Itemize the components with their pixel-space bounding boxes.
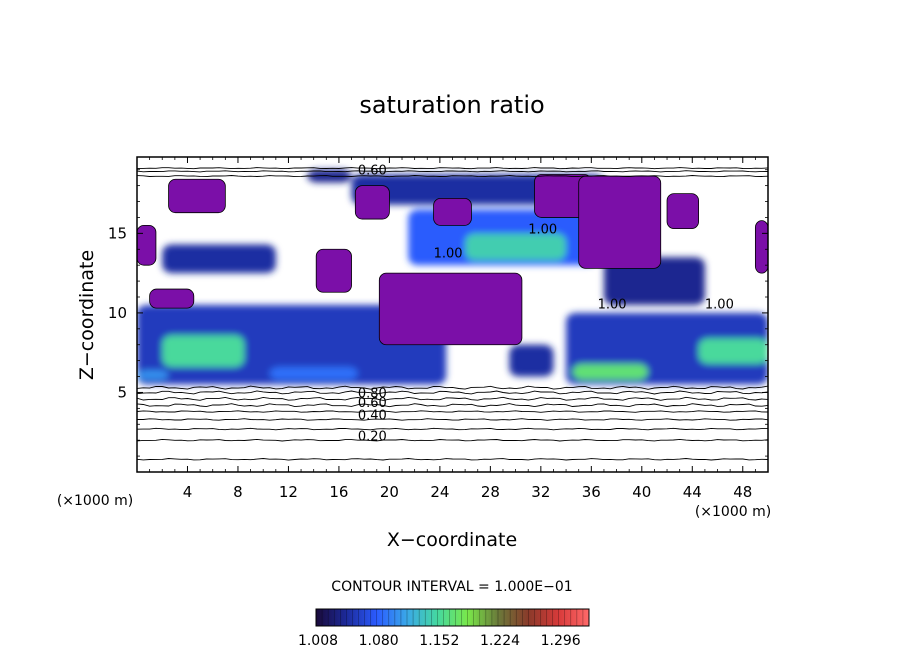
x-unit-label: (×1000 m) <box>695 504 771 520</box>
saturated-region <box>578 175 662 269</box>
contour-line <box>137 170 768 173</box>
saturated-region <box>137 225 157 266</box>
x-tick-label: 20 <box>380 483 399 501</box>
saturated-region <box>666 193 699 229</box>
saturation-patch <box>603 257 705 305</box>
contour-label: 1.00 <box>598 297 627 312</box>
saturation-patch <box>137 370 169 380</box>
contour-label: 0.20 <box>358 429 387 444</box>
saturation-patch <box>162 244 276 274</box>
contour-line <box>137 167 768 170</box>
contour-label: 0.60 <box>358 164 387 179</box>
contour-line <box>137 458 768 461</box>
saturated-region <box>168 178 226 214</box>
saturated-region <box>354 185 390 220</box>
saturated-region <box>315 248 352 293</box>
y-tick-label: 10 <box>108 304 127 322</box>
contour-line <box>137 410 768 413</box>
contour-line <box>137 418 768 421</box>
saturated-region <box>149 288 195 309</box>
colorbar-tick-label: 1.008 <box>298 633 338 649</box>
plot-area: 0.200.400.600.800.601.001.001.00 1.00 <box>137 157 768 472</box>
contour-label: 0.80 <box>358 386 387 401</box>
saturation-patch <box>698 338 768 364</box>
y-tick-label: 15 <box>108 224 127 242</box>
colorbar-tick-label: 1.224 <box>480 633 520 649</box>
x-tick-label: 24 <box>430 483 449 501</box>
saturation-patch <box>269 367 358 380</box>
x-tick-label: 12 <box>279 483 298 501</box>
contour-line <box>137 390 768 395</box>
saturation-patch <box>572 363 649 380</box>
x-tick-label: 8 <box>233 483 243 501</box>
colorbar-tick-label: 1.296 <box>541 633 581 649</box>
x-axis-label: X−coordinate <box>387 529 517 551</box>
colorbar-tick-label: 1.080 <box>359 633 399 649</box>
saturated-region <box>433 197 472 226</box>
contour-line <box>137 438 768 442</box>
x-tick-label: 28 <box>481 483 500 501</box>
contour-line <box>137 427 768 431</box>
contour-line <box>137 385 768 390</box>
contour-label: 0.60 <box>358 396 387 411</box>
x-tick-label: 16 <box>329 483 348 501</box>
contour-line <box>137 396 768 401</box>
x-tick-label: 4 <box>183 483 193 501</box>
saturation-patch <box>465 233 567 261</box>
z-unit-label: (×1000 m) <box>57 493 133 509</box>
contour-label: 0.40 <box>358 409 387 424</box>
saturation-patch <box>509 344 554 377</box>
contour-line <box>137 403 768 408</box>
chart-title: saturation ratio <box>359 91 544 119</box>
saturation-patch <box>162 335 245 367</box>
colorbar: 1.008 1.080 1.152 1.224 1.296 <box>298 608 590 649</box>
x-tick-label: 48 <box>733 483 752 501</box>
saturated-region <box>378 272 523 346</box>
contour-label: 1.00 <box>528 223 557 238</box>
colorbar-tick-label: 1.152 <box>419 633 459 649</box>
x-tick-label: 32 <box>531 483 550 501</box>
contour-label: 1.00 <box>705 297 734 312</box>
contour-interval-text: CONTOUR INTERVAL = 1.000E−01 <box>331 579 572 595</box>
x-tick-label: 44 <box>683 483 702 501</box>
x-tick-label: 36 <box>582 483 601 501</box>
y-tick-label: 5 <box>117 383 127 401</box>
contour-line <box>137 175 768 178</box>
y-axis-label: Z−coordinate <box>76 250 98 380</box>
x-tick-label: 40 <box>632 483 651 501</box>
contour-label: 1.00 <box>434 246 463 261</box>
